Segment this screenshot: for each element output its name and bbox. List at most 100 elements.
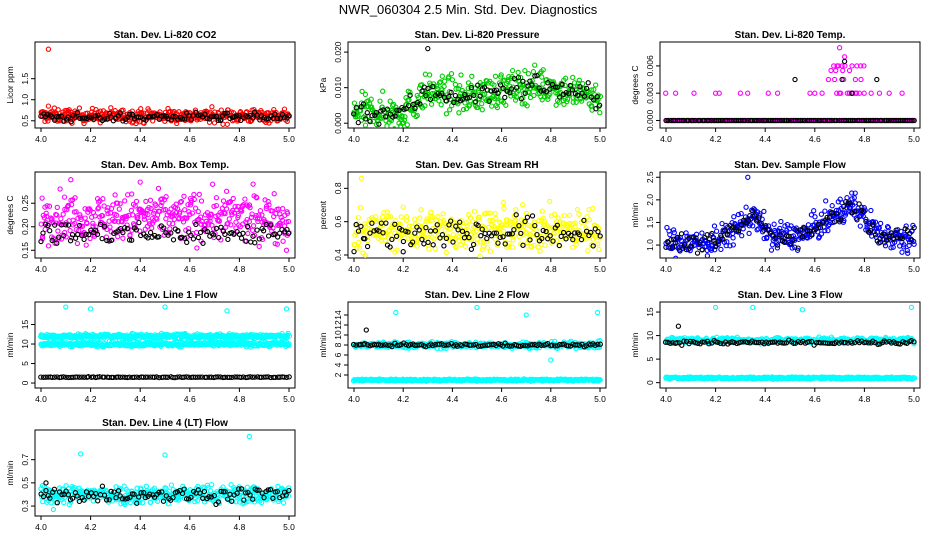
- data-point: [885, 225, 892, 231]
- data-point: [456, 234, 463, 240]
- data-point: [154, 112, 160, 118]
- outlier-point: [523, 312, 529, 318]
- data-point: [126, 237, 133, 243]
- data-point: [509, 244, 515, 251]
- data-point: [566, 212, 573, 219]
- data-point: [215, 117, 221, 124]
- data-point: [79, 223, 86, 229]
- outlier-point: [839, 76, 845, 83]
- data-point: [774, 242, 781, 248]
- series-reference: [351, 212, 603, 255]
- data-point: [211, 203, 217, 210]
- data-point: [97, 221, 104, 228]
- data-point: [236, 112, 242, 119]
- data-point: [43, 210, 49, 216]
- data-point: [774, 245, 781, 251]
- data-point: [107, 115, 113, 122]
- data-point: [112, 218, 118, 224]
- y-tick-label: 10: [20, 339, 30, 349]
- data-point: [430, 242, 436, 248]
- data-point: [671, 229, 677, 236]
- data-point: [683, 246, 690, 253]
- data-point: [356, 239, 362, 246]
- data-point: [209, 104, 215, 110]
- data-point: [448, 89, 454, 96]
- data-point: [244, 223, 251, 230]
- data-point: [597, 110, 603, 116]
- x-tick-label: 4.6: [184, 394, 196, 404]
- data-point: [563, 90, 569, 96]
- data-point: [763, 223, 769, 229]
- data-point: [231, 231, 237, 237]
- data-point: [265, 198, 271, 205]
- data-point: [192, 374, 198, 380]
- data-point: [54, 204, 60, 211]
- data-point: [558, 233, 564, 240]
- data-point: [193, 221, 199, 228]
- y-tick-label: 0: [20, 380, 30, 385]
- data-point: [149, 225, 155, 231]
- data-point: [377, 98, 383, 104]
- y-axis-label: percent: [318, 200, 328, 229]
- data-point: [509, 67, 516, 74]
- data-point: [133, 227, 140, 233]
- data-point: [432, 228, 439, 234]
- data-point: [812, 214, 818, 220]
- plot-frame: [34, 301, 296, 389]
- data-point: [223, 206, 230, 212]
- data-point: [194, 245, 200, 251]
- data-point: [146, 221, 153, 227]
- data-point: [761, 235, 767, 242]
- data-point: [145, 374, 151, 380]
- data-point: [182, 207, 188, 213]
- data-point: [115, 233, 121, 240]
- data-point: [486, 98, 492, 104]
- x-tick-label: 4.6: [809, 134, 821, 144]
- data-point: [907, 230, 913, 237]
- data-point: [553, 102, 559, 108]
- data-point: [870, 219, 877, 225]
- data-point: [196, 191, 202, 198]
- data-point: [73, 227, 79, 233]
- data-point: [503, 222, 510, 229]
- data-point: [718, 246, 724, 253]
- data-point: [663, 244, 669, 250]
- data-point: [426, 217, 432, 224]
- data-point: [497, 82, 504, 88]
- data-point: [405, 102, 412, 109]
- data-point: [872, 117, 878, 124]
- outlier-point: [224, 308, 230, 314]
- data-point: [387, 244, 393, 250]
- data-point: [731, 214, 737, 220]
- data-point: [525, 71, 532, 77]
- y-tick-label: 0.15: [20, 242, 30, 259]
- data-point: [476, 214, 483, 220]
- data-point: [148, 205, 154, 212]
- x-tick-label: 4.0: [35, 394, 47, 404]
- data-point: [786, 233, 792, 239]
- data-point: [724, 231, 730, 237]
- series-reference: [663, 58, 917, 124]
- data-point: [495, 90, 501, 96]
- data-point: [470, 229, 477, 235]
- data-point: [520, 242, 526, 248]
- data-point: [381, 210, 387, 216]
- data-point: [520, 202, 526, 208]
- data-point: [524, 214, 531, 220]
- data-point: [401, 117, 408, 123]
- data-point: [184, 215, 190, 221]
- y-tick-label: 0.5: [20, 115, 30, 127]
- data-point: [801, 225, 807, 231]
- data-point: [409, 239, 416, 245]
- data-point: [820, 220, 826, 226]
- y-axis-label: degrees C: [630, 65, 640, 104]
- data-point: [417, 224, 423, 230]
- data-point: [743, 204, 749, 210]
- data-point: [513, 94, 520, 100]
- data-point: [471, 92, 477, 99]
- data-point: [690, 117, 696, 124]
- data-point: [823, 198, 829, 204]
- data-point: [265, 115, 272, 122]
- panel-5: Stan. Dev. Gas Stream RH4.0 4.2 4.4 4.6 4.8 5…: [318, 160, 607, 274]
